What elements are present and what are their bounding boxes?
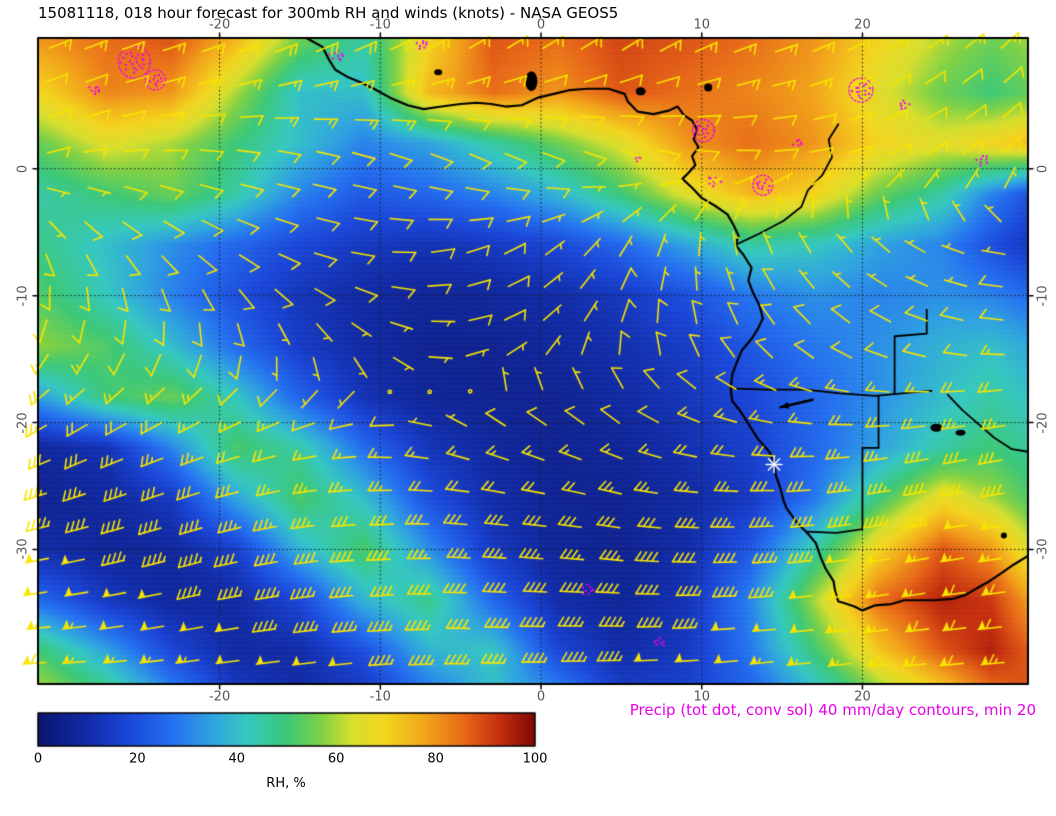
lat-tick-right: -20 [1035,411,1051,434]
colorbar-tick: 60 [327,751,345,767]
colorbar-tick: 40 [228,751,246,767]
precip-note: Precip (tot dot, conv sol) 40 mm/day con… [629,701,1036,719]
lon-tick-bottom: 20 [854,689,871,705]
lon-tick-top: 10 [693,17,711,33]
lon-tick-bottom: 0 [536,689,546,705]
lat-tick-left: -30 [15,538,31,561]
lon-tick-bottom: -20 [208,689,231,705]
lon-tick-top: 0 [536,17,546,33]
lon-tick-top: -10 [369,17,391,33]
colorbar-tick: 80 [427,751,444,767]
lat-tick-right: 0 [1035,164,1051,173]
colorbar-tick: 20 [129,751,146,767]
lat-tick-left: -20 [15,411,31,434]
colorbar-tick: 0 [33,751,43,767]
lon-tick-bottom: 10 [693,689,711,705]
colorbar-label: RH, % [266,776,306,791]
lat-tick-left: -10 [15,285,31,307]
lon-tick-top: -20 [208,17,231,33]
lat-tick-right: -10 [1035,285,1051,307]
colorbar-tick: 100 [522,751,548,767]
lat-tick-right: -30 [1035,538,1051,561]
lat-tick-left: 0 [15,164,31,173]
lon-tick-bottom: -10 [369,689,391,705]
lon-tick-top: 20 [854,17,871,33]
